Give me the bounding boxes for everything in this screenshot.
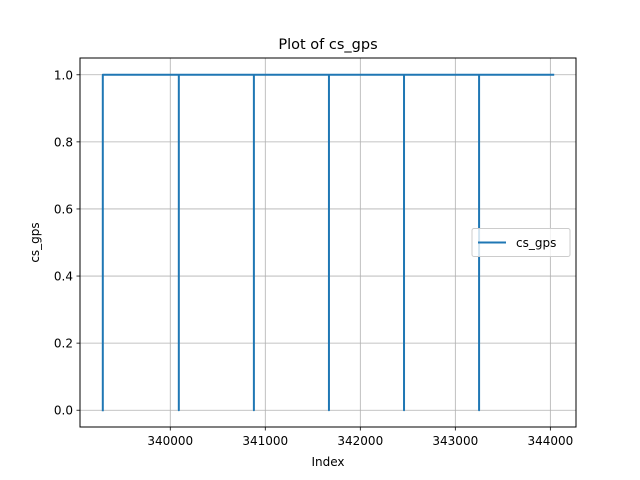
y-axis-title: cs_gps	[28, 222, 42, 262]
chart-title: Plot of cs_gps	[278, 37, 377, 53]
x-tick-label: 342000	[337, 434, 383, 448]
y-tick-label: 0.2	[54, 337, 73, 351]
x-tick-label: 340000	[147, 434, 193, 448]
legend-box	[471, 228, 571, 257]
y-tick-label: 0.8	[54, 135, 73, 149]
x-axis-title: Index	[311, 455, 344, 469]
series-layer	[101, 73, 555, 412]
x-tick-label: 343000	[432, 434, 478, 448]
legend: cs_gps	[471, 228, 571, 257]
x-tick-label: 344000	[527, 434, 573, 448]
y-tick-label: 0.6	[54, 202, 73, 216]
y-tick-label: 1.0	[54, 68, 73, 82]
plot-frame	[79, 57, 577, 428]
legend-label: cs_gps	[516, 236, 556, 250]
ticks-layer: 340000 341000 342000 343000 344000 0.0 0.2 0.4 0…	[54, 68, 573, 448]
y-tick-label: 0.4	[54, 270, 73, 284]
x-tick-label: 341000	[242, 434, 288, 448]
y-tick-label: 0.0	[54, 404, 73, 418]
series-line-cs_gps	[101, 73, 555, 412]
